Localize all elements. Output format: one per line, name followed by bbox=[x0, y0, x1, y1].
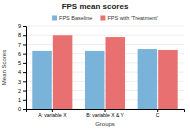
y-axis: 0 1 2 3 4 5 6 7 8 9 bbox=[18, 23, 27, 112]
grid-line bbox=[26, 26, 184, 27]
axis-line bbox=[23, 27, 27, 110]
tick: C bbox=[156, 109, 160, 118]
legend-swatch bbox=[52, 16, 57, 21]
tick-label: 0 bbox=[18, 106, 21, 112]
tick: 1 bbox=[18, 97, 26, 103]
tick: 3 bbox=[18, 79, 26, 85]
tick: 0 bbox=[18, 106, 26, 112]
bar bbox=[158, 50, 178, 109]
tick-label: 6 bbox=[18, 51, 21, 57]
tick: 2 bbox=[18, 88, 26, 94]
legend-swatch bbox=[100, 16, 105, 21]
grid-line bbox=[26, 44, 184, 45]
tick-label: 5 bbox=[18, 60, 21, 66]
tick-mark bbox=[23, 44, 26, 45]
tick-mark bbox=[23, 91, 26, 92]
tick-mark bbox=[23, 72, 26, 73]
y-axis-title: Mean Scores bbox=[1, 50, 7, 85]
x-axis: A: variable X B: variable X & Y C bbox=[27, 109, 185, 118]
tick: 5 bbox=[18, 60, 26, 66]
tick: 7 bbox=[18, 42, 26, 48]
legend-item: FPS Baseline bbox=[52, 15, 92, 21]
tick-mark bbox=[23, 63, 26, 64]
tick-label: B: variable X & Y bbox=[86, 112, 124, 118]
grid bbox=[26, 26, 184, 109]
tick-label: A: variable X bbox=[38, 112, 67, 118]
tick-mark bbox=[23, 81, 26, 82]
tick-label: 7 bbox=[18, 42, 21, 48]
tick-label: 4 bbox=[18, 69, 21, 75]
tick-label: 3 bbox=[18, 79, 21, 85]
tick: B: variable X & Y bbox=[86, 109, 124, 118]
tick-label: 9 bbox=[18, 23, 21, 29]
chart-svg: FPS mean scores FPS Baseline FPS with 'Tre… bbox=[0, 0, 190, 129]
tick: 4 bbox=[18, 69, 26, 75]
tick-mark bbox=[23, 35, 26, 36]
legend-item: FPS with 'Treatment' bbox=[100, 15, 158, 21]
plot: 0 1 2 3 4 5 6 7 8 9 A: variable X B: variable X & Y… bbox=[18, 23, 185, 118]
bar-series bbox=[53, 35, 178, 109]
bar bbox=[53, 35, 73, 109]
tick: 9 bbox=[18, 23, 26, 29]
tick: A: variable X bbox=[38, 109, 67, 118]
tick-mark bbox=[23, 109, 26, 110]
tick-mark bbox=[23, 54, 26, 55]
tick-label: 1 bbox=[18, 97, 21, 103]
tick-mark bbox=[23, 100, 26, 101]
bar bbox=[106, 37, 126, 109]
grid-line bbox=[26, 35, 184, 36]
bars bbox=[32, 35, 177, 109]
bar bbox=[85, 51, 105, 109]
tick: 6 bbox=[18, 51, 26, 57]
chart-container: FPS mean scores FPS Baseline FPS with 'Tre… bbox=[0, 0, 190, 129]
legend-label: FPS with 'Treatment' bbox=[107, 15, 158, 21]
tick-label: 8 bbox=[18, 32, 21, 38]
legend-label: FPS Baseline bbox=[59, 15, 92, 21]
chart-title: FPS mean scores bbox=[62, 2, 129, 11]
bar bbox=[138, 49, 158, 109]
tick-label: C bbox=[156, 112, 160, 118]
x-axis-title: Groups bbox=[95, 121, 115, 127]
bar bbox=[32, 51, 52, 109]
bar-series bbox=[32, 49, 157, 109]
legend: FPS Baseline FPS with 'Treatment' bbox=[52, 15, 158, 21]
tick-mark bbox=[23, 26, 26, 27]
tick: 8 bbox=[18, 32, 26, 38]
tick-label: 2 bbox=[18, 88, 21, 94]
